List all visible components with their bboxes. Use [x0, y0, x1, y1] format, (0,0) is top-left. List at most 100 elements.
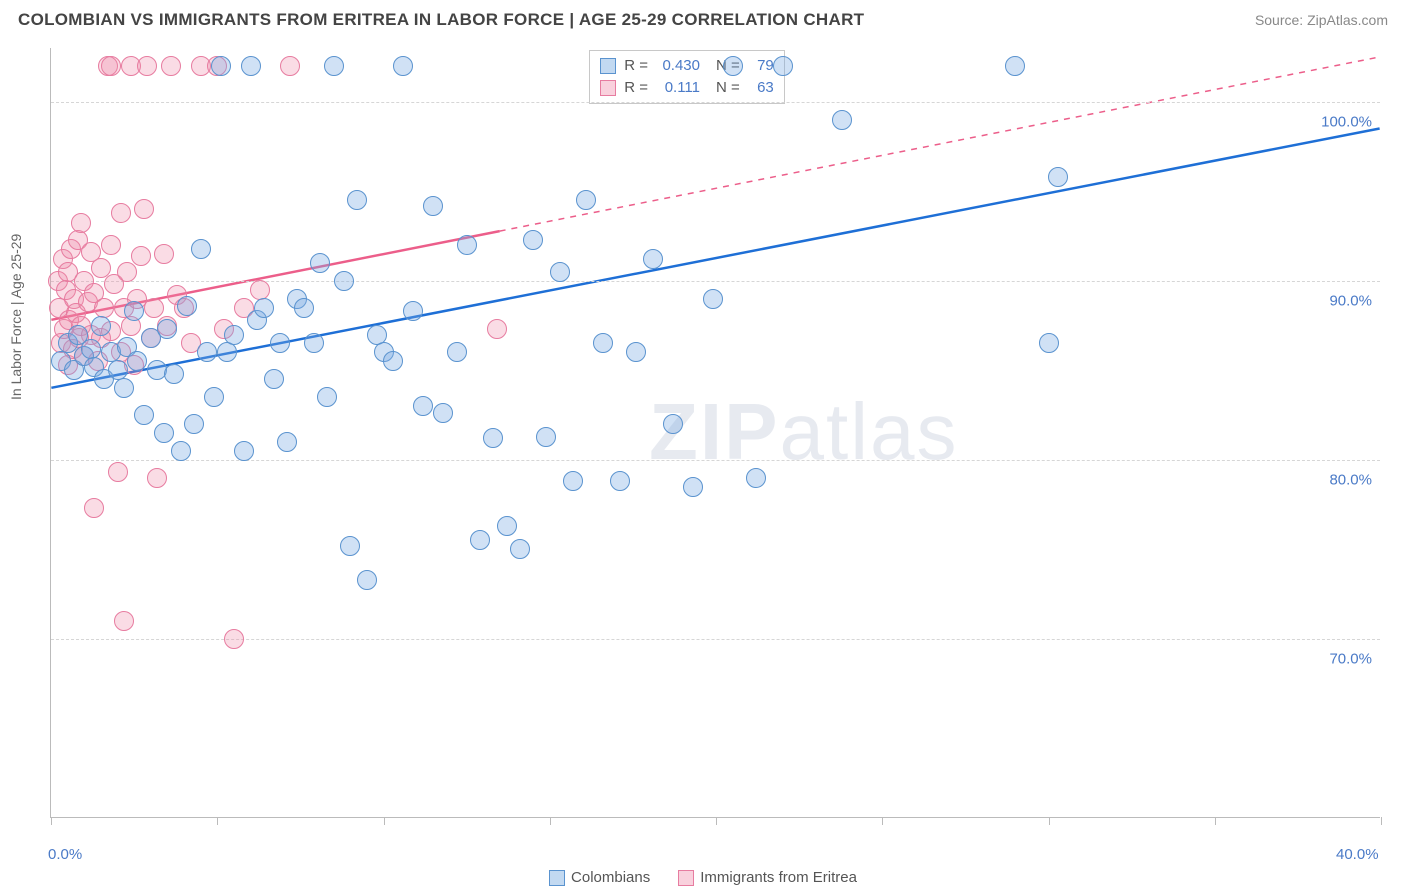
legend-swatch: [600, 80, 616, 96]
x-tick: [1215, 817, 1216, 825]
x-tick: [217, 817, 218, 825]
scatter-point-colombians: [134, 405, 154, 425]
scatter-point-colombians: [234, 441, 254, 461]
scatter-point-colombians: [497, 516, 517, 536]
scatter-point-eritrea: [250, 280, 270, 300]
legend-swatch: [600, 58, 616, 74]
scatter-point-colombians: [723, 56, 743, 76]
gridline-horizontal: [51, 281, 1380, 282]
scatter-point-eritrea: [280, 56, 300, 76]
scatter-point-colombians: [663, 414, 683, 434]
n-label: N =: [716, 77, 740, 99]
scatter-point-colombians: [204, 387, 224, 407]
scatter-point-eritrea: [117, 262, 137, 282]
scatter-point-colombians: [91, 316, 111, 336]
scatter-point-colombians: [177, 296, 197, 316]
scatter-point-colombians: [510, 539, 530, 559]
scatter-point-colombians: [217, 342, 237, 362]
scatter-point-colombians: [1039, 333, 1059, 353]
scatter-point-colombians: [81, 339, 101, 359]
legend-swatch: [549, 870, 565, 886]
scatter-point-colombians: [703, 289, 723, 309]
scatter-point-colombians: [773, 56, 793, 76]
scatter-point-colombians: [403, 301, 423, 321]
plot-area: ZIPatlas R =0.430N =79R =0.111N =63 70.0…: [50, 48, 1380, 818]
scatter-point-colombians: [626, 342, 646, 362]
y-tick-label: 100.0%: [1321, 113, 1372, 130]
y-tick-label: 80.0%: [1329, 471, 1372, 488]
trendline-colombians: [51, 128, 1379, 387]
scatter-point-colombians: [164, 364, 184, 384]
scatter-point-colombians: [270, 333, 290, 353]
scatter-point-colombians: [683, 477, 703, 497]
scatter-point-colombians: [746, 468, 766, 488]
legend-item: Colombians: [549, 869, 650, 886]
x-tick: [550, 817, 551, 825]
scatter-point-colombians: [224, 325, 244, 345]
scatter-point-colombians: [191, 239, 211, 259]
gridline-horizontal: [51, 460, 1380, 461]
scatter-point-colombians: [447, 342, 467, 362]
x-tick: [51, 817, 52, 825]
scatter-point-colombians: [832, 110, 852, 130]
legend-label: Colombians: [571, 869, 650, 886]
scatter-point-colombians: [310, 253, 330, 273]
scatter-point-colombians: [114, 378, 134, 398]
scatter-point-colombians: [383, 351, 403, 371]
r-label: R =: [624, 55, 648, 77]
scatter-point-colombians: [1048, 167, 1068, 187]
scatter-point-colombians: [154, 423, 174, 443]
stats-row: R =0.430N =79: [600, 55, 774, 77]
scatter-point-colombians: [294, 298, 314, 318]
scatter-point-colombians: [576, 190, 596, 210]
scatter-point-colombians: [643, 249, 663, 269]
scatter-point-colombians: [347, 190, 367, 210]
y-tick-label: 70.0%: [1329, 650, 1372, 667]
scatter-point-colombians: [563, 471, 583, 491]
correlation-stats-box: R =0.430N =79R = 0.111 N = 63: [589, 50, 785, 104]
scatter-point-colombians: [523, 230, 543, 250]
scatter-point-colombians: [197, 342, 217, 362]
scatter-point-eritrea: [144, 298, 164, 318]
scatter-point-colombians: [457, 235, 477, 255]
r-value: 0.111: [656, 77, 700, 99]
n-value: 63: [748, 77, 774, 99]
scatter-point-colombians: [277, 432, 297, 452]
legend-swatch: [678, 870, 694, 886]
scatter-point-eritrea: [84, 498, 104, 518]
source-credit: Source: ZipAtlas.com: [1255, 12, 1388, 28]
scatter-point-eritrea: [147, 468, 167, 488]
scatter-point-colombians: [184, 414, 204, 434]
scatter-point-colombians: [357, 570, 377, 590]
n-value: 79: [748, 55, 774, 77]
x-tick: [1049, 817, 1050, 825]
scatter-point-colombians: [593, 333, 613, 353]
y-axis-label: In Labor Force | Age 25-29: [8, 234, 24, 400]
y-tick-label: 90.0%: [1329, 292, 1372, 309]
scatter-point-colombians: [433, 403, 453, 423]
x-tick: [882, 817, 883, 825]
scatter-point-colombians: [393, 56, 413, 76]
chart-header: COLOMBIAN VS IMMIGRANTS FROM ERITREA IN …: [0, 0, 1406, 36]
x-tick-label: 40.0%: [1336, 846, 1379, 863]
scatter-point-colombians: [1005, 56, 1025, 76]
scatter-point-eritrea: [114, 611, 134, 631]
scatter-point-colombians: [334, 271, 354, 291]
x-tick: [384, 817, 385, 825]
scatter-point-eritrea: [101, 235, 121, 255]
scatter-point-colombians: [340, 536, 360, 556]
scatter-point-eritrea: [111, 203, 131, 223]
scatter-point-colombians: [241, 56, 261, 76]
scatter-point-eritrea: [161, 56, 181, 76]
scatter-point-colombians: [211, 56, 231, 76]
stats-row: R =0.111N =63: [600, 77, 774, 99]
scatter-point-eritrea: [134, 199, 154, 219]
scatter-point-colombians: [171, 441, 191, 461]
scatter-point-eritrea: [154, 244, 174, 264]
scatter-point-colombians: [470, 530, 490, 550]
scatter-point-colombians: [254, 298, 274, 318]
scatter-point-colombians: [324, 56, 344, 76]
gridline-horizontal: [51, 102, 1380, 103]
scatter-point-colombians: [264, 369, 284, 389]
scatter-point-colombians: [536, 427, 556, 447]
